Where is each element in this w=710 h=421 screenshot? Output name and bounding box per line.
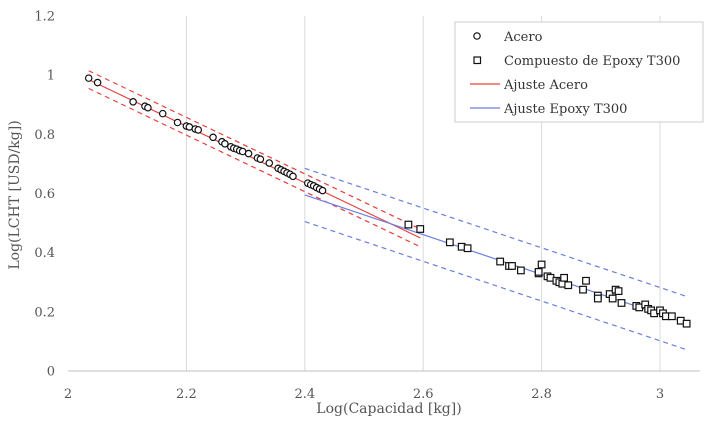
y-tick-label: 0.6 — [34, 187, 55, 202]
acero-point — [173, 118, 182, 127]
epoxy-point — [508, 262, 516, 270]
fit-band-acero-upper — [88, 70, 421, 230]
epoxy-point — [496, 257, 505, 266]
acero-point — [244, 149, 253, 158]
x-tick-label: 2.6 — [413, 387, 434, 402]
acero-point — [209, 133, 217, 142]
epoxy-point — [579, 285, 587, 294]
fit-band-epoxy-upper — [304, 167, 687, 298]
acero-point — [289, 172, 297, 181]
legend-label-ajuste-epoxy: Ajuste Epoxy T300 — [503, 102, 627, 117]
acero-point — [158, 109, 167, 118]
epoxy-point — [537, 260, 546, 269]
y-tick-label: 0.8 — [34, 128, 55, 143]
acero-point — [221, 140, 229, 148]
acero-point — [318, 186, 327, 195]
epoxy-point — [614, 287, 623, 296]
epoxy-point — [608, 294, 617, 303]
epoxy-point — [445, 238, 454, 247]
epoxy-point — [560, 273, 568, 282]
epoxy-point — [416, 225, 425, 233]
y-tick-label: 1.2 — [34, 10, 55, 25]
acero-point — [144, 103, 152, 112]
epoxy-point — [593, 294, 602, 303]
epoxy-point — [667, 312, 676, 321]
epoxy-point — [516, 266, 525, 275]
legend-circle-icon — [473, 32, 481, 40]
legend: Acero Compuesto de Epoxy T300 Ajuste Ace… — [454, 21, 704, 123]
acero-point — [129, 97, 137, 106]
epoxy-point — [582, 276, 590, 285]
acero-point — [256, 155, 265, 163]
confidence-bands — [88, 70, 687, 351]
epoxy-point — [404, 220, 413, 229]
y-axis-label: Log(LCHT [USD/kg]) — [7, 120, 23, 269]
acero-point — [194, 126, 203, 134]
legend-label-acero: Acero — [503, 30, 543, 45]
y-tick-labels: 0 0.2 0.4 0.6 0.8 1 1.2 — [34, 10, 55, 380]
legend-label-ajuste-acero: Ajuste Acero — [503, 78, 588, 93]
fit-line-epoxy — [304, 194, 687, 324]
x-tick-label: 2.2 — [176, 387, 197, 402]
fit-band-acero-lower — [88, 87, 421, 248]
acero-point — [265, 159, 274, 167]
x-tick-label: 2 — [64, 387, 72, 402]
epoxy-point — [463, 244, 472, 253]
epoxy-point — [534, 267, 543, 276]
x-tick-label: 2.4 — [294, 387, 315, 402]
epoxy-point — [617, 299, 626, 307]
epoxy-point — [564, 281, 573, 290]
epoxy-point — [682, 319, 691, 328]
data-markers — [84, 74, 691, 328]
y-tick-label: 0 — [47, 365, 55, 380]
y-tick-label: 0.2 — [34, 305, 55, 320]
acero-point — [93, 78, 102, 87]
legend-square-icon — [473, 56, 482, 65]
y-tick-label: 0.4 — [34, 246, 55, 261]
x-tick-label: 2.8 — [531, 387, 552, 402]
acero-point — [84, 74, 93, 82]
x-tick-label: 3 — [656, 387, 664, 402]
legend-label-epoxy: Compuesto de Epoxy T300 — [504, 54, 680, 69]
x-axis-label: Log(Capacidad [kg]) — [316, 401, 461, 417]
x-tick-labels: 2 2.2 2.4 2.6 2.8 3 — [64, 387, 664, 402]
fit-band-epoxy-lower — [304, 221, 687, 351]
y-tick-label: 1 — [47, 69, 55, 84]
legend-box — [454, 21, 704, 123]
